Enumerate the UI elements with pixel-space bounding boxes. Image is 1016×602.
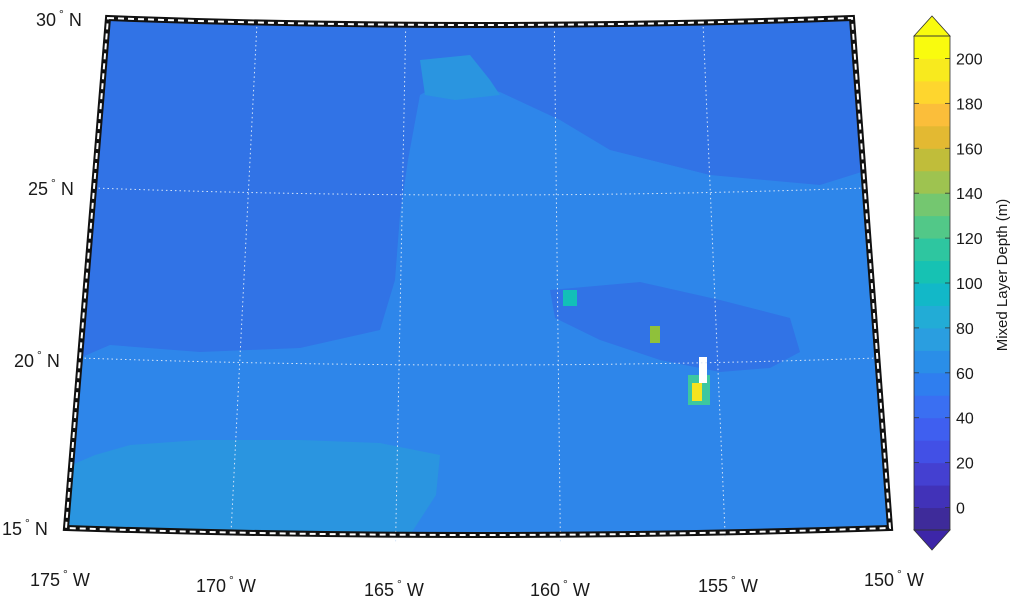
colorbar-tick-label: 40 (956, 411, 974, 428)
colorbar-band (914, 283, 950, 306)
colorbar-band (914, 417, 950, 441)
high-mld-spot-b (650, 326, 660, 343)
colorbar-band (914, 238, 950, 262)
lon-label-150: 150 ° W (864, 567, 924, 590)
colorbar-band (914, 170, 950, 194)
colorbar-band (914, 327, 950, 351)
colorbar-label: Mixed Layer Depth (m) (994, 199, 1011, 352)
colorbar-band (914, 350, 950, 374)
latitude-labels: 30 ° N 25 ° N 20 ° N 15 ° N (2, 7, 82, 539)
colorbar-band (914, 507, 950, 531)
colorbar-band (914, 103, 950, 127)
colorbar-ticks: 0 20 40 60 80 100 120 140 160 180 200 (914, 51, 983, 518)
colorbar-over-arrow (913, 15, 951, 37)
high-mld-spot-c (692, 383, 702, 401)
lat-label-25: 25 ° N (28, 176, 74, 199)
colorbar-band (914, 148, 950, 172)
map-frame-inner (64, 16, 892, 536)
lon-label-160: 160 ° W (530, 577, 590, 600)
lon-label-165: 165 ° W (364, 577, 424, 600)
colorbar-band (914, 440, 950, 464)
colorbar-tick-label: 160 (956, 141, 983, 158)
mld-deeper-region (66, 18, 890, 380)
colorbar-tick-label: 200 (956, 51, 983, 68)
mld-shallower-patch-north (420, 55, 500, 100)
colorbar-tick-label: 0 (956, 501, 965, 518)
colorbar-band (914, 80, 950, 104)
colorbar-tick-label: 180 (956, 96, 983, 113)
colorbar-tick-label: 140 (956, 186, 983, 203)
colorbar-band (914, 36, 950, 59)
lat-label-30: 30 ° N (36, 7, 82, 30)
colorbar-band (914, 125, 950, 149)
mld-deeper-patch-east (550, 282, 800, 372)
lat-label-20: 20 ° N (14, 348, 60, 371)
lon-label-155: 155 ° W (698, 573, 758, 596)
longitude-labels: 175 ° W 170 ° W 165 ° W 160 ° W 155 ° W 150 ° W (30, 567, 924, 600)
colorbar-band (914, 462, 950, 486)
colorbar: 0 20 40 60 80 100 120 140 160 180 200 Mixed Layer … (913, 15, 1011, 551)
colorbar-tick-label: 20 (956, 456, 974, 473)
colorbar-band (914, 395, 950, 419)
lon-label-175: 175 ° W (30, 567, 90, 590)
colorbar-tick-label: 100 (956, 276, 983, 293)
no-data-island (699, 357, 707, 383)
colorbar-under-arrow (913, 529, 951, 551)
colorbar-band (914, 372, 950, 396)
colorbar-tick-label: 80 (956, 321, 974, 338)
colorbar-band (914, 305, 950, 329)
colorbar-band (914, 260, 950, 284)
mld-shallower-region (66, 440, 440, 535)
colorbar-tick-label: 60 (956, 366, 974, 383)
colorbar-band (914, 485, 950, 509)
lon-label-170: 170 ° W (196, 573, 256, 596)
high-mld-spot-a (563, 290, 577, 306)
colorbar-bands (914, 36, 950, 531)
colorbar-band (914, 193, 950, 217)
colorbar-tick-label: 120 (956, 231, 983, 248)
colorbar-band (914, 58, 950, 82)
lat-label-15: 15 ° N (2, 516, 48, 539)
colorbar-band (914, 215, 950, 239)
